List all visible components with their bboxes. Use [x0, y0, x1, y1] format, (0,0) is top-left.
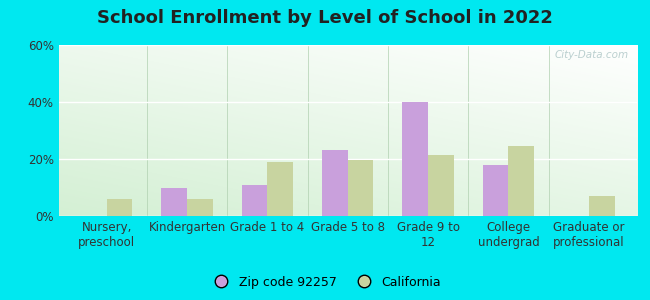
- Text: City-Data.com: City-Data.com: [554, 50, 629, 60]
- Legend: Zip code 92257, California: Zip code 92257, California: [203, 271, 447, 294]
- Bar: [322, 150, 348, 216]
- Bar: [187, 199, 213, 216]
- Bar: [402, 102, 428, 216]
- Bar: [508, 146, 534, 216]
- Text: School Enrollment by Level of School in 2022: School Enrollment by Level of School in …: [97, 9, 553, 27]
- Bar: [161, 188, 187, 216]
- Bar: [589, 196, 614, 216]
- Bar: [242, 184, 267, 216]
- Bar: [483, 165, 508, 216]
- Bar: [428, 155, 454, 216]
- Bar: [267, 162, 293, 216]
- Bar: [107, 199, 133, 216]
- Bar: [348, 160, 374, 216]
